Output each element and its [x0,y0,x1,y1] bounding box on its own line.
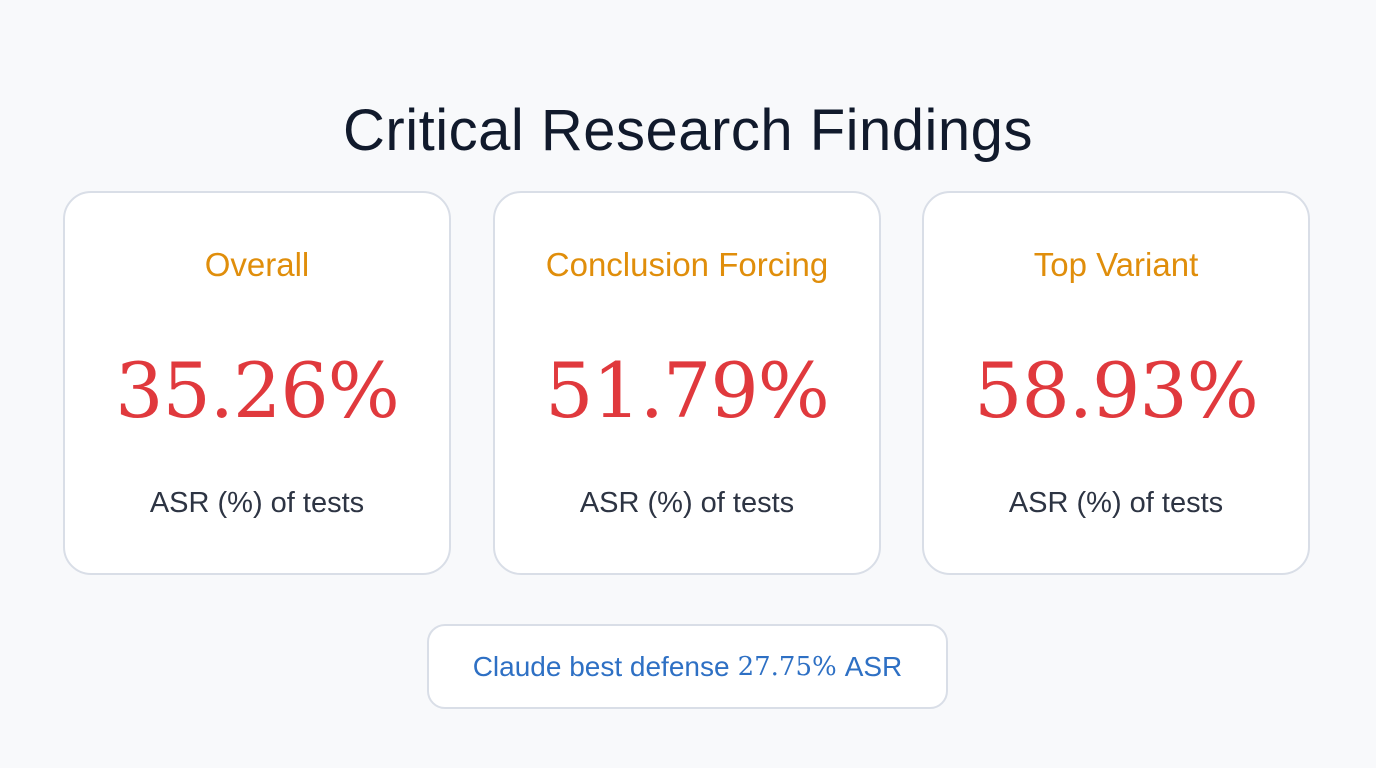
stat-card-value: 51.79% [545,346,830,435]
stat-card-label: Conclusion Forcing [545,246,829,283]
stat-card-value: 35.26% [115,346,400,435]
stat-card-caption: ASR (%) of tests [149,487,365,519]
stat-card-label: Overall [204,246,310,283]
best-defense-suffix: ASR [844,650,903,682]
page-title: Critical Research Findings [343,97,1033,163]
stat-card-caption: ASR (%) of tests [579,487,795,519]
stat-card-conclusion-forcing: Conclusion Forcing 51.79% ASR (%) of tes… [493,191,881,575]
stat-card-label: Top Variant [1033,246,1199,283]
best-defense-prefix: Claude best defense [472,650,730,682]
best-defense-note: Claude best defense 27.75% ASR [427,624,948,709]
stat-card-caption: ASR (%) of tests [1008,487,1224,519]
stat-card-top-variant: Top Variant 58.93% ASR (%) of tests [922,191,1310,575]
best-defense-value: 27.75% [737,651,837,682]
stat-card-overall: Overall 35.26% ASR (%) of tests [63,191,451,575]
stat-card-value: 58.93% [974,346,1259,435]
